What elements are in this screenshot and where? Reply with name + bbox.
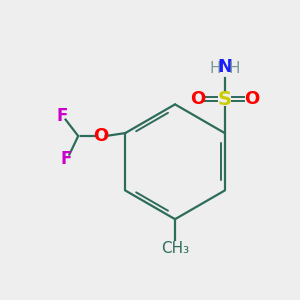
- Text: O: O: [190, 90, 206, 108]
- Text: F: F: [56, 107, 68, 125]
- Text: O: O: [244, 90, 259, 108]
- Text: CH₃: CH₃: [161, 241, 189, 256]
- Text: H: H: [210, 61, 221, 76]
- Text: H: H: [228, 61, 240, 76]
- Text: N: N: [217, 58, 232, 76]
- Text: S: S: [218, 90, 232, 109]
- Text: F: F: [61, 150, 72, 168]
- Text: O: O: [93, 127, 108, 145]
